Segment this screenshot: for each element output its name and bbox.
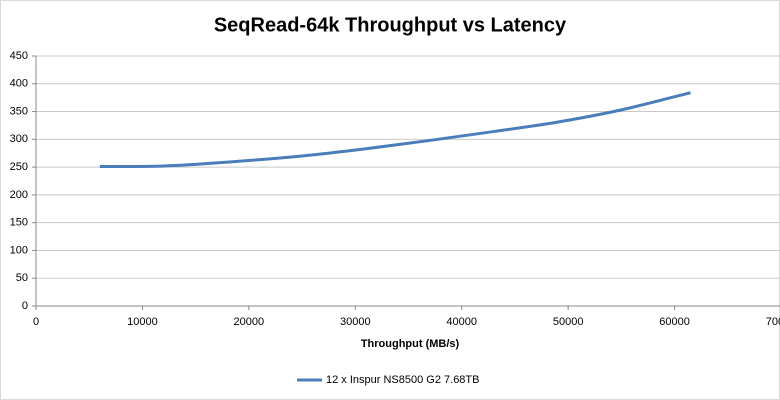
- y-tick-label: 300: [10, 133, 28, 145]
- series-line: [99, 91, 691, 169]
- x-tick-label: 20000: [234, 316, 265, 328]
- y-tick-label: 350: [10, 105, 28, 117]
- y-tick-label: 450: [10, 50, 28, 62]
- y-tick-label: 100: [10, 244, 28, 256]
- y-tick-label: 150: [10, 217, 28, 229]
- x-axis-title: Throughput (MB/s): [361, 338, 460, 350]
- x-tick-label: 0: [33, 316, 39, 328]
- x-tick-label: 30000: [340, 316, 371, 328]
- y-tick-label: 50: [16, 272, 28, 284]
- legend-label: 12 x Inspur NS8500 G2 7.68TB: [326, 374, 479, 386]
- x-tick-label: 60000: [659, 316, 690, 328]
- y-tick-label: 250: [10, 161, 28, 173]
- x-tick-label: 40000: [446, 316, 477, 328]
- x-tick-label: 70000: [766, 316, 780, 328]
- y-tick-label: 0: [22, 300, 28, 312]
- x-tick-label: 10000: [127, 316, 158, 328]
- x-tick-label: 50000: [553, 316, 584, 328]
- chart-title: SeqRead-64k Throughput vs Latency: [214, 14, 567, 36]
- y-tick-label: 400: [10, 78, 28, 90]
- y-tick-label: 200: [10, 189, 28, 201]
